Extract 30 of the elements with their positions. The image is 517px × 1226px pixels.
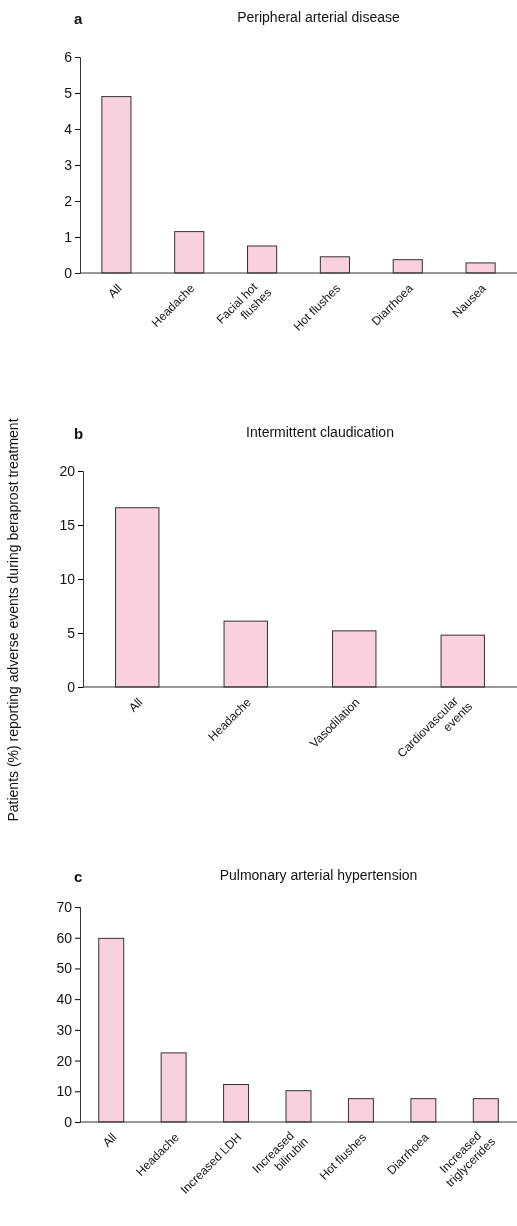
y-tick-label: 60: [56, 929, 73, 946]
y-tick-label: 15: [59, 516, 76, 533]
y-tick-label: 50: [56, 960, 73, 977]
y-tick-label: 1: [64, 228, 73, 245]
y-tick-label: 0: [64, 264, 73, 281]
y-tick-label: 4: [64, 120, 73, 137]
y-tick-label: 40: [56, 991, 73, 1008]
y-tick-label: 30: [56, 1021, 73, 1038]
x-tick-label: All: [100, 1130, 120, 1150]
y-tick-label: 0: [64, 1113, 73, 1130]
y-tick-label: 2: [64, 192, 73, 209]
y-tick-label: 3: [64, 156, 73, 173]
chart-title: Intermittent claudication: [246, 424, 394, 440]
x-tick-label: All: [105, 281, 125, 301]
y-axis-title: Patients (%) reporting adverse events during beraprost treatment: [5, 418, 21, 822]
y-tick-label: 6: [64, 48, 73, 65]
text: a: [74, 10, 83, 27]
chart-title: Peripheral arterial disease: [237, 9, 401, 25]
x-tick-label: All: [126, 695, 146, 715]
y-tick-label: 20: [56, 1052, 73, 1069]
y-tick-label: 10: [56, 1083, 73, 1100]
text: c: [74, 868, 83, 885]
y-tick-label: 20: [59, 462, 76, 479]
y-tick-label: 10: [59, 570, 76, 587]
y-tick-label: 5: [67, 624, 76, 641]
chart-title: Pulmonary arterial hypertension: [219, 867, 418, 883]
text: b: [74, 425, 84, 442]
y-tick-label: 0: [67, 678, 76, 695]
y-tick-label: 5: [64, 84, 73, 101]
y-tick-label: 70: [56, 898, 73, 915]
